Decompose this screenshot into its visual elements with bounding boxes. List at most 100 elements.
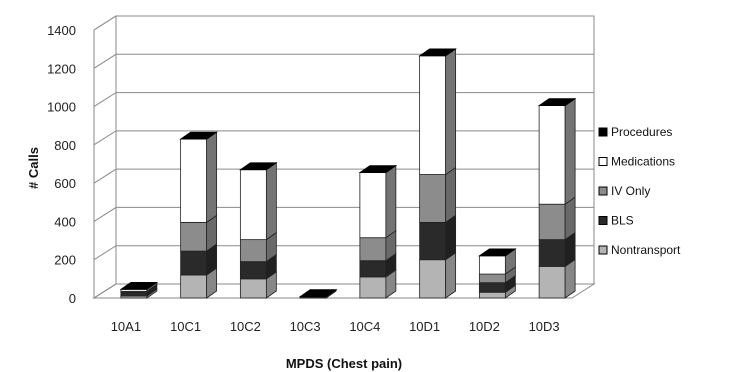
- bar-segment: [359, 252, 397, 278]
- bar-segment-front: [359, 260, 387, 278]
- legend-swatch: [598, 127, 608, 137]
- y-tick-label: 400: [54, 214, 76, 229]
- chart-walls: [92, 15, 596, 299]
- bar-segment: [359, 269, 397, 299]
- bar-segment: [180, 214, 218, 252]
- bars: [119, 48, 577, 299]
- gridline: [93, 130, 594, 146]
- bar-segment: [419, 251, 457, 299]
- bar-segment: [359, 164, 397, 239]
- legend-label: Procedures: [611, 125, 672, 139]
- legend-swatch: [598, 216, 608, 225]
- bar-segment-side: [445, 214, 457, 261]
- bar-segment: [239, 253, 277, 280]
- x-tick-label: 10D3: [529, 319, 560, 334]
- legend-item: Medications: [598, 155, 675, 169]
- bar-segment-side: [206, 131, 218, 224]
- y-tick-label: 1400: [47, 23, 76, 38]
- x-tick-label: 10C3: [290, 319, 321, 334]
- bar-segment: [538, 196, 576, 241]
- gridline: [93, 92, 594, 107]
- bar-segment-front: [180, 221, 208, 252]
- bar-segment-front: [538, 266, 566, 299]
- bar-segment-front: [419, 174, 447, 223]
- bar-segment: [359, 229, 397, 262]
- legend-label: IV Only: [611, 184, 650, 198]
- gridline: [93, 245, 594, 261]
- bar-top: [298, 289, 338, 298]
- x-tick-label: 10D2: [469, 319, 500, 334]
- legend-swatch: [598, 157, 608, 166]
- bar-segment-front: [120, 291, 148, 297]
- chart-floor: [92, 283, 596, 299]
- bar-top: [239, 162, 278, 171]
- y-tick-label: 800: [54, 138, 76, 153]
- gridline: [93, 53, 594, 69]
- legend: Procedures Medications IV Only BLS Nontransp…: [598, 125, 681, 257]
- y-tick-label: 200: [54, 253, 76, 268]
- bar-segment: [478, 248, 516, 275]
- bar-segment-side: [564, 97, 576, 205]
- x-tick-label: 10A1: [111, 319, 141, 334]
- y-axis-ticks: 0 200 400 600 800 1000 1200 1400: [47, 23, 76, 306]
- bar-segment: [419, 48, 457, 176]
- y-tick-label: 600: [54, 176, 76, 191]
- y-tick-label: 1000: [47, 100, 76, 115]
- bar-segment-side: [445, 166, 457, 224]
- bar-segment-front: [478, 273, 506, 284]
- bar-segment-front: [239, 278, 267, 299]
- bar-top: [537, 98, 577, 107]
- bar-segment: [239, 161, 277, 241]
- legend-swatch: [598, 186, 608, 196]
- legend-item: Nontransport: [598, 243, 681, 257]
- gridline: [93, 168, 594, 184]
- bar-top: [179, 131, 218, 140]
- x-axis-title: MPDS (Chest pain): [286, 356, 402, 371]
- chart-side-wall: [93, 15, 117, 299]
- bar-segment-front: [239, 239, 267, 263]
- bar-segment: [538, 231, 576, 268]
- bar-segment: [538, 97, 576, 205]
- x-tick-label: 10C2: [230, 319, 261, 334]
- gridline: [93, 15, 594, 31]
- bar-segment-front: [538, 105, 566, 205]
- bar-segment-front: [478, 255, 506, 275]
- x-tick-label: 10C4: [349, 319, 380, 334]
- bar-segment: [239, 231, 277, 263]
- bar-segment-front: [359, 172, 387, 239]
- bar-segment: [180, 131, 218, 224]
- grid-lines: [93, 15, 594, 299]
- bar-segment-side: [265, 161, 277, 241]
- bar-segment-front: [538, 239, 566, 267]
- bar-segment-front: [239, 261, 267, 280]
- y-tick-label: 1200: [47, 61, 76, 76]
- x-tick-label: 10C1: [170, 319, 201, 334]
- y-tick-label: 0: [69, 291, 76, 306]
- legend-item: BLS: [598, 214, 634, 228]
- bar-segment-side: [445, 251, 457, 299]
- bar-segment: [538, 258, 576, 299]
- bar-segment-front: [359, 237, 387, 262]
- bar-top: [358, 165, 398, 174]
- bar-segment-front: [419, 55, 447, 175]
- bar-segment-front: [419, 259, 447, 299]
- bar-segment-side: [385, 164, 397, 239]
- legend-swatch: [598, 245, 608, 255]
- bar-segment: [180, 267, 218, 299]
- bar-segment: [419, 166, 457, 224]
- legend-label: Nontransport: [611, 243, 681, 257]
- bar-segment-front: [239, 169, 267, 241]
- legend-item: IV Only: [598, 184, 650, 198]
- bar-segment-front: [180, 250, 208, 276]
- y-axis-title: # Calls: [26, 147, 41, 189]
- bar-segment-front: [478, 282, 506, 293]
- bar-segment-front: [180, 138, 208, 223]
- gridline: [93, 206, 594, 222]
- bar-segment-side: [445, 48, 457, 176]
- x-axis-ticks: 10A1 10C1 10C2 10C3 10C4 10D1 10D2 10D3: [111, 319, 560, 334]
- legend-item: Procedures: [598, 125, 672, 139]
- bar-segment-front: [359, 276, 387, 299]
- bar-segment-front: [478, 291, 506, 299]
